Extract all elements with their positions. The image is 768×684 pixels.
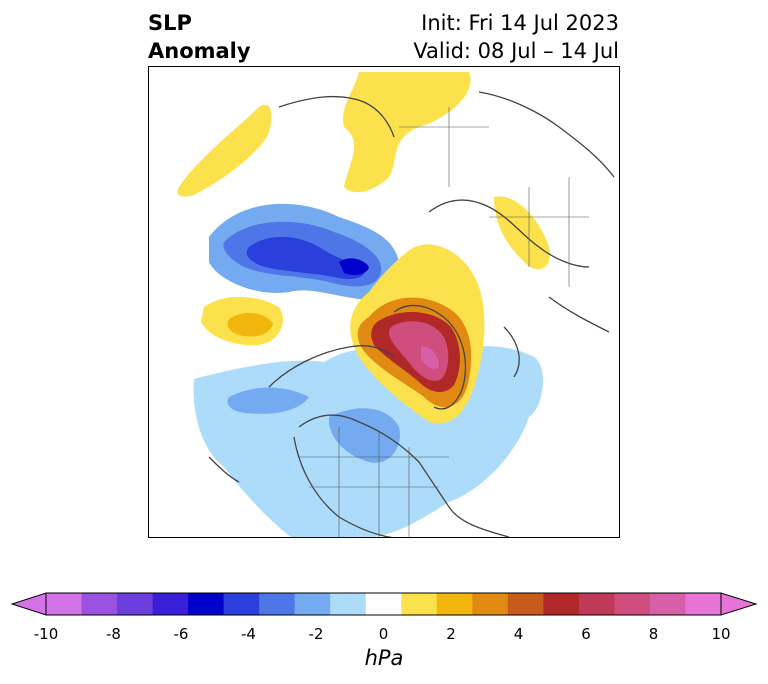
colorbar-swatch — [472, 593, 509, 615]
colorbar-swatch — [649, 593, 686, 615]
valid-range: Valid: 08 Jul – 14 Jul — [413, 39, 619, 63]
anomaly-positive-arctic — [342, 72, 471, 193]
init-date: Init: Fri 14 Jul 2023 — [421, 11, 619, 35]
valid-period: Init: Fri 14 Jul 2023 Valid: 08 Jul – 14… — [413, 9, 619, 65]
anomaly-negative-east — [328, 408, 400, 463]
colorbar-swatch — [401, 593, 438, 615]
colorbar-swatch — [152, 593, 189, 615]
colorbar-tick-label: -10 — [33, 625, 59, 643]
colorbar-tick-label: 4 — [513, 625, 524, 643]
colorbar-swatch — [81, 593, 118, 615]
anomaly-negative-mid — [227, 387, 309, 414]
colorbar-tick-label: -2 — [308, 625, 324, 643]
colorbar-swatch — [330, 593, 367, 615]
colorbar-tick-label: 8 — [648, 625, 659, 643]
colorbar-min-arrow — [10, 592, 47, 616]
anomaly-positive-nw — [177, 104, 272, 197]
coastlines — [208, 91, 615, 537]
colorbar-swatch — [543, 593, 580, 615]
colorbar-max-arrow — [720, 592, 758, 616]
colorbar — [0, 585, 768, 625]
colorbar-tick-label: -8 — [106, 625, 121, 643]
colorbar-swatch — [46, 593, 83, 615]
colorbar-tick-label: -4 — [241, 625, 256, 643]
colorbar-swatch — [259, 593, 296, 615]
colorbar-swatch — [436, 593, 473, 615]
colorbar-swatch — [223, 593, 260, 615]
borders — [299, 107, 589, 537]
colorbar-tick-label: 10 — [711, 625, 731, 643]
colorbar-tick-label: 2 — [446, 625, 456, 643]
colorbar-tick-label: -6 — [173, 625, 189, 643]
anomaly-map — [148, 66, 620, 538]
colorbar-swatch — [685, 593, 722, 615]
title-line-2: Anomaly — [148, 39, 251, 63]
anomaly-negative-nw-core — [246, 236, 365, 279]
colorbar-swatch — [188, 593, 225, 615]
colorbar-swatch — [614, 593, 651, 615]
colorbar-swatch — [117, 593, 154, 615]
colorbar-swatch — [365, 593, 402, 615]
map-title: SLP Anomaly — [148, 9, 251, 65]
anomaly-positive-pacific-mid — [227, 312, 273, 337]
colorbar-scale — [10, 592, 758, 616]
colorbar-tick-label: 6 — [581, 625, 591, 643]
colorbar-swatch — [294, 593, 331, 615]
colorbar-swatch — [507, 593, 544, 615]
title-line-1: SLP — [148, 11, 192, 35]
colorbar-border — [45, 592, 722, 616]
anomaly-positive-greenland-peak — [421, 346, 439, 370]
map-canvas — [177, 72, 615, 537]
colorbar-swatch — [578, 593, 615, 615]
colorbar-units: hPa — [364, 646, 404, 670]
anomaly-negative-nw-center — [339, 258, 369, 275]
colorbar-tick-label: 0 — [378, 625, 389, 643]
